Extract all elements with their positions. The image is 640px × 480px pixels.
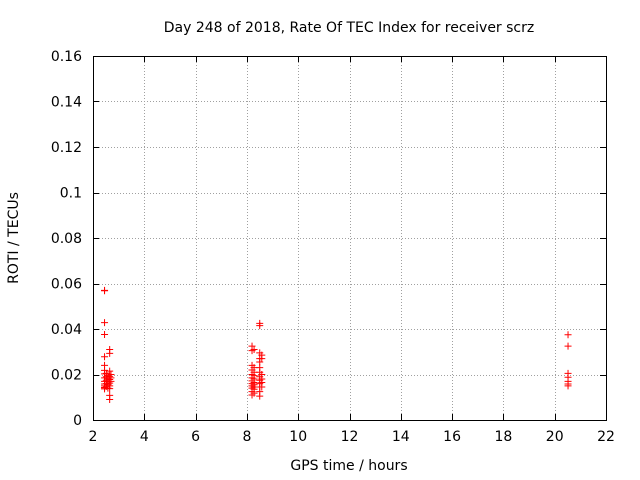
y-tick-label: 0.04	[51, 322, 82, 338]
x-tick-label: 2	[89, 429, 98, 445]
data-point	[101, 287, 109, 295]
y-tick-label: 0.06	[51, 277, 82, 293]
data-point	[101, 319, 109, 327]
x-tick-label: 8	[242, 429, 251, 445]
data-point	[256, 322, 264, 330]
data-point	[250, 345, 258, 353]
x-tick-label: 22	[597, 429, 615, 445]
data-point	[564, 342, 572, 350]
tick-layer: 2 4 6 8 10 12 14 16 18 20 22 0 0.02 0.04 0.06 0.08 0.1 0.…	[51, 49, 615, 445]
data-point	[564, 331, 572, 339]
x-tick-label: 6	[191, 429, 200, 445]
data-points	[101, 286, 572, 404]
x-axis-label: GPS time / hours	[290, 458, 407, 474]
y-tick-label: 0.16	[51, 49, 82, 65]
x-tick-label: 10	[289, 429, 307, 445]
x-tick-label: 12	[341, 429, 359, 445]
y-tick-label: 0	[73, 413, 82, 429]
y-tick-label: 0.14	[51, 95, 82, 111]
chart-title: Day 248 of 2018, Rate Of TEC Index for r…	[164, 20, 534, 36]
x-tick-label: 14	[392, 429, 410, 445]
y-tick-label: 0.1	[60, 186, 82, 202]
data-point	[258, 355, 266, 363]
data-point	[101, 330, 109, 338]
x-tick-label: 20	[546, 429, 564, 445]
data-point	[256, 392, 264, 400]
data-point	[101, 353, 109, 361]
grid-layer	[93, 56, 606, 420]
x-tick-label: 16	[443, 429, 461, 445]
x-tick-label: 4	[140, 429, 149, 445]
y-tick-label: 0.08	[51, 231, 82, 247]
data-point	[107, 377, 115, 385]
data-point	[258, 383, 266, 391]
data-point	[106, 385, 114, 393]
data-point	[564, 382, 572, 390]
data-point	[106, 349, 114, 357]
y-axis-label: ROTI / TECUs	[6, 192, 22, 284]
x-tick-label: 18	[494, 429, 512, 445]
data-point	[250, 389, 258, 397]
y-tick-label: 0.12	[51, 140, 82, 156]
y-tick-label: 0.02	[51, 368, 82, 384]
data-point	[106, 396, 114, 404]
